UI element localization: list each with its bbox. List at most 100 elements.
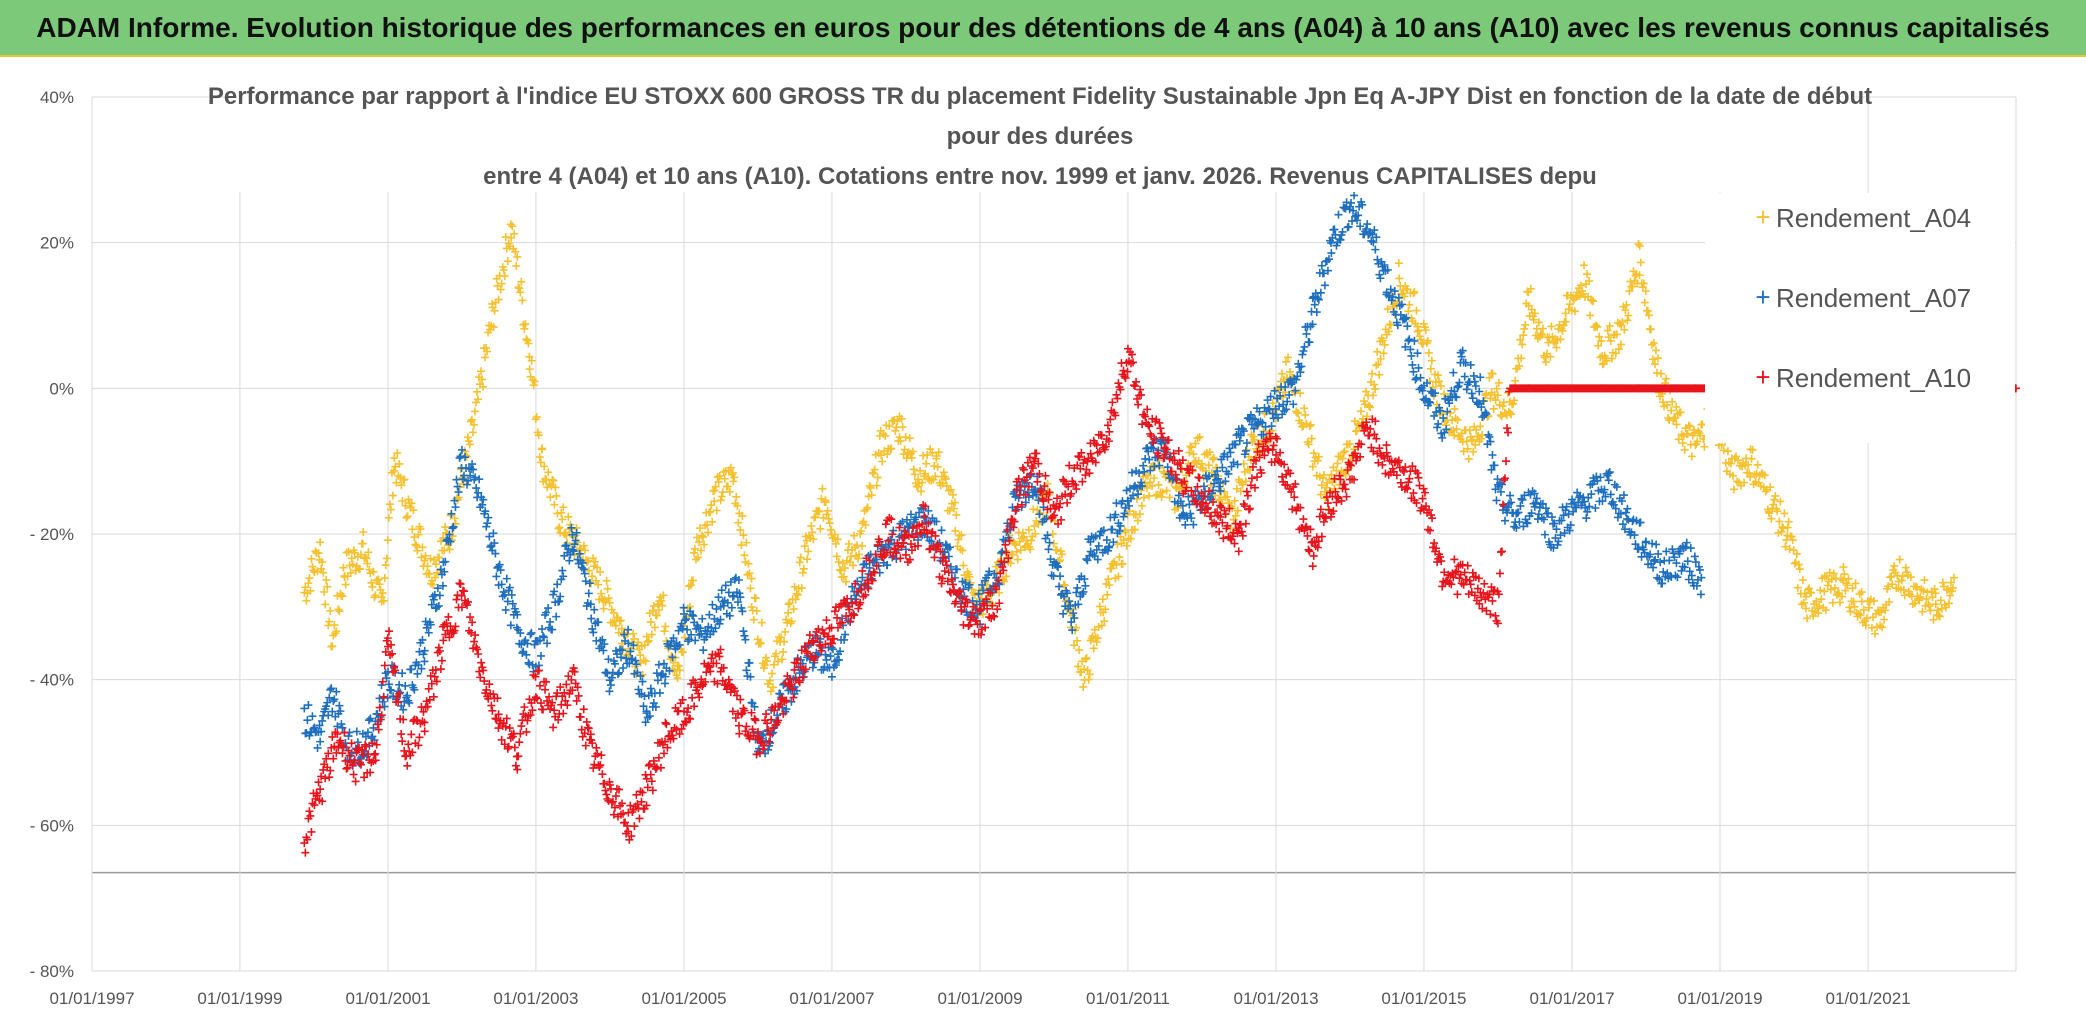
data-point [747, 574, 756, 583]
data-point [1230, 496, 1239, 505]
data-point [828, 645, 837, 654]
data-point [373, 720, 382, 729]
data-point [1102, 536, 1111, 545]
data-point [1266, 392, 1275, 401]
data-point [1691, 558, 1700, 567]
data-point [1006, 559, 1015, 568]
data-point [1835, 598, 1844, 607]
data-point [784, 608, 793, 617]
data-point [1409, 289, 1418, 298]
data-point [1462, 437, 1471, 446]
data-point [495, 560, 504, 569]
data-point [1468, 568, 1477, 577]
data-point [721, 581, 730, 590]
data-point [1068, 626, 1077, 635]
data-point [1208, 455, 1217, 464]
data-point [661, 718, 670, 727]
data-point [605, 598, 614, 607]
data-point [1433, 371, 1442, 380]
data-point [1463, 444, 1472, 453]
data-point [1426, 364, 1435, 373]
data-point [699, 646, 708, 655]
data-point [1174, 491, 1183, 500]
data-point [1767, 514, 1776, 523]
data-point [1405, 474, 1414, 483]
data-point [703, 520, 712, 529]
data-point [695, 537, 704, 546]
data-point [394, 698, 403, 707]
data-point [1207, 512, 1216, 521]
data-point [1518, 495, 1527, 504]
data-point [560, 688, 569, 697]
data-point [1468, 394, 1477, 403]
data-point [827, 639, 836, 648]
data-point [1209, 498, 1218, 507]
data-point [1938, 578, 1947, 587]
data-point [1501, 474, 1510, 483]
data-point [489, 323, 498, 332]
data-point [387, 640, 396, 649]
data-point [694, 553, 703, 562]
data-point [767, 669, 776, 678]
data-point [1402, 483, 1411, 492]
data-point [794, 676, 803, 685]
data-point [1685, 422, 1694, 431]
data-point [655, 688, 664, 697]
data-point [1362, 225, 1371, 234]
data-point [1327, 470, 1336, 479]
data-point [1345, 460, 1354, 469]
data-point [1414, 473, 1423, 482]
data-point [787, 680, 796, 689]
data-point [1308, 562, 1317, 571]
data-point [1369, 238, 1378, 247]
data-point [913, 482, 922, 491]
data-point [1205, 448, 1214, 457]
series-rendement_a04 [300, 220, 1958, 696]
data-point [1034, 520, 1043, 529]
data-point [750, 702, 759, 711]
data-point [524, 658, 533, 667]
data-point [1221, 477, 1230, 486]
data-point [1650, 360, 1659, 369]
data-point [1948, 583, 1957, 592]
data-point [1054, 519, 1063, 528]
data-point [1332, 498, 1341, 507]
data-point [983, 604, 992, 613]
data-point [478, 375, 487, 384]
data-point [1580, 497, 1589, 506]
data-point [683, 708, 692, 717]
data-point [873, 473, 882, 482]
y-tick-label: - 40% [30, 671, 74, 690]
data-point [746, 672, 755, 681]
data-point [1372, 434, 1381, 443]
data-point [380, 661, 389, 670]
data-point [572, 696, 581, 705]
data-point [1457, 352, 1466, 361]
data-point [630, 822, 639, 831]
data-point [644, 761, 653, 770]
data-point [1057, 515, 1066, 524]
data-point [305, 807, 314, 816]
data-point [850, 531, 859, 540]
data-point [1111, 510, 1120, 519]
data-point [1667, 406, 1676, 415]
data-point [471, 631, 480, 640]
data-point [313, 743, 322, 752]
data-point [1405, 335, 1414, 344]
x-tick-label: 01/01/1997 [49, 989, 134, 1008]
data-point [497, 580, 506, 589]
data-point [1504, 428, 1513, 437]
data-point [691, 678, 700, 687]
data-point [1169, 449, 1178, 458]
data-point [1119, 366, 1128, 375]
data-point [1420, 488, 1429, 497]
data-point [881, 431, 890, 440]
data-point [1561, 309, 1570, 318]
data-point [1065, 461, 1074, 470]
data-point [1843, 581, 1852, 590]
data-point [1218, 463, 1227, 472]
data-point [1219, 534, 1228, 543]
data-point [1469, 371, 1478, 380]
data-point [1036, 508, 1045, 517]
data-point [1279, 400, 1288, 409]
